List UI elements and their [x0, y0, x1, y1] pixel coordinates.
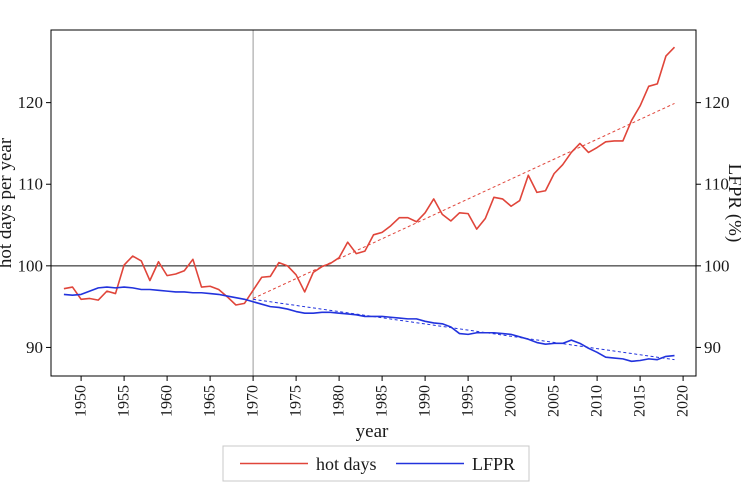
- x-tick-label: 1970: [245, 385, 262, 417]
- x-tick-label: 1955: [116, 385, 133, 417]
- x-tick-label: 2000: [503, 385, 520, 417]
- x-tick-label: 1985: [374, 385, 391, 417]
- y-tick-label-left: 110: [18, 175, 43, 194]
- trend-line-lfpr: [253, 298, 675, 361]
- y-tick-label-right: 90: [704, 338, 721, 357]
- series-line-hot-days: [63, 46, 676, 306]
- legend-label-hot-days: hot days: [316, 454, 377, 474]
- x-axis-title: year: [356, 421, 389, 442]
- axes-layer: 1950 1955 1960 1965 1970 1975 1980 1985 1990 1995…: [18, 93, 730, 417]
- x-tick-label: 2005: [546, 385, 563, 417]
- x-tick-label: 1975: [288, 385, 305, 417]
- y-axis-title-left: hot days per year: [0, 137, 16, 268]
- x-tick-label: 1990: [417, 385, 434, 417]
- trend-line-hot-days: [252, 102, 675, 299]
- plot-frame: [50, 29, 697, 377]
- x-tick-label: 1995: [460, 385, 477, 417]
- x-tick-label: 1980: [331, 385, 348, 417]
- y-tick-label-right: 110: [704, 175, 729, 194]
- y-tick-label-left: 90: [26, 338, 43, 357]
- y-tick-label-left: 100: [18, 256, 44, 275]
- series-layer: [63, 46, 676, 363]
- x-tick-label: 2015: [632, 385, 649, 417]
- x-tick-label: 1965: [202, 385, 219, 417]
- x-tick-label: 2020: [675, 385, 692, 417]
- legend-label-lfpr: LFPR: [472, 454, 515, 474]
- legend: hot days LFPR: [222, 445, 530, 482]
- y-tick-label-right: 100: [704, 256, 730, 275]
- series-line-lfpr: [63, 286, 675, 363]
- y-tick-label-right: 120: [704, 93, 730, 112]
- reference-lines: [51, 30, 696, 376]
- x-tick-label: 1950: [73, 385, 90, 417]
- y-tick-label-left: 120: [18, 93, 44, 112]
- x-tick-label: 1960: [159, 385, 176, 417]
- x-tick-label: 2010: [589, 385, 606, 417]
- y-axis-title-right: LFPR (%): [724, 164, 741, 243]
